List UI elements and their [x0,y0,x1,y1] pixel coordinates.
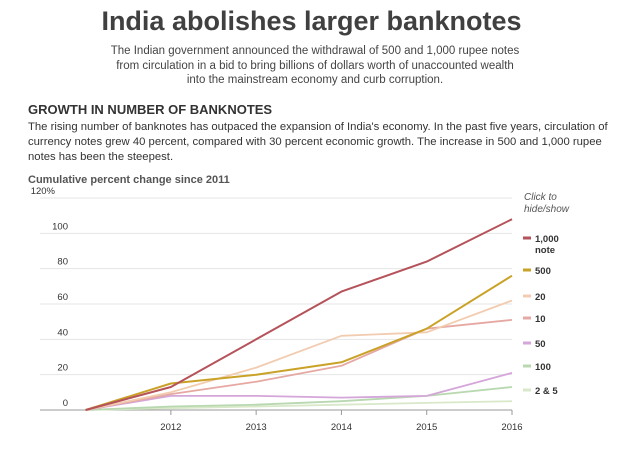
y-tick-label: 120% [31,186,56,197]
legend-label: 2 & 5 [535,386,558,397]
y-tick-label: 40 [57,327,68,338]
section-description: The rising number of banknotes has outpa… [28,121,608,163]
y-axis: 0 20 40 60 80 100 120% [31,186,68,409]
series-line-50[interactable] [85,372,513,411]
legend-item-500[interactable]: 500 [523,266,551,277]
page-title: India abolishes larger banknotes [101,6,522,36]
series-line-2-5[interactable] [85,400,513,411]
x-tick-label: 2013 [246,422,267,433]
series-lines [85,218,513,411]
series-line-20[interactable] [85,299,513,411]
legend-label: note [535,245,555,256]
legend-item-100[interactable]: 100 [523,362,551,373]
y-tick-label: 60 [57,292,68,303]
intro-text: The Indian government announced the with… [110,45,520,86]
series-line-1-000-note[interactable] [85,218,513,411]
legend-item-10[interactable]: 10 [523,314,546,325]
section-heading: GROWTH IN NUMBER OF BANKNOTES [28,102,273,117]
legend-label: 1,000 [535,234,559,245]
legend-label: 10 [535,314,546,325]
x-axis: 2012 2013 2014 2015 2016 [160,410,523,433]
legend-hint-line-2: hide/show [524,204,570,215]
legend-label: 500 [535,266,551,277]
x-tick-label: 2015 [416,422,437,433]
legend-label: 100 [535,362,551,373]
legend-hint-line-1: Click to [524,192,557,203]
x-tick-label: 2016 [501,422,522,433]
x-tick-label: 2012 [160,422,181,433]
y-tick-label: 20 [57,363,68,374]
x-tick-label: 2014 [331,422,352,433]
legend-label: 50 [535,339,546,350]
chart-title: Cumulative percent change since 2011 [28,174,230,186]
legend-item-2-5[interactable]: 2 & 5 [523,386,558,397]
y-tick-label: 80 [57,257,68,268]
series-line-500[interactable] [85,274,513,411]
series-line-100[interactable] [85,386,513,411]
legend-item-20[interactable]: 20 [523,292,546,303]
y-tick-label: 0 [63,398,68,409]
legend-item-50[interactable]: 50 [523,339,546,350]
legend-label: 20 [535,292,546,303]
y-tick-label: 100 [52,221,68,232]
